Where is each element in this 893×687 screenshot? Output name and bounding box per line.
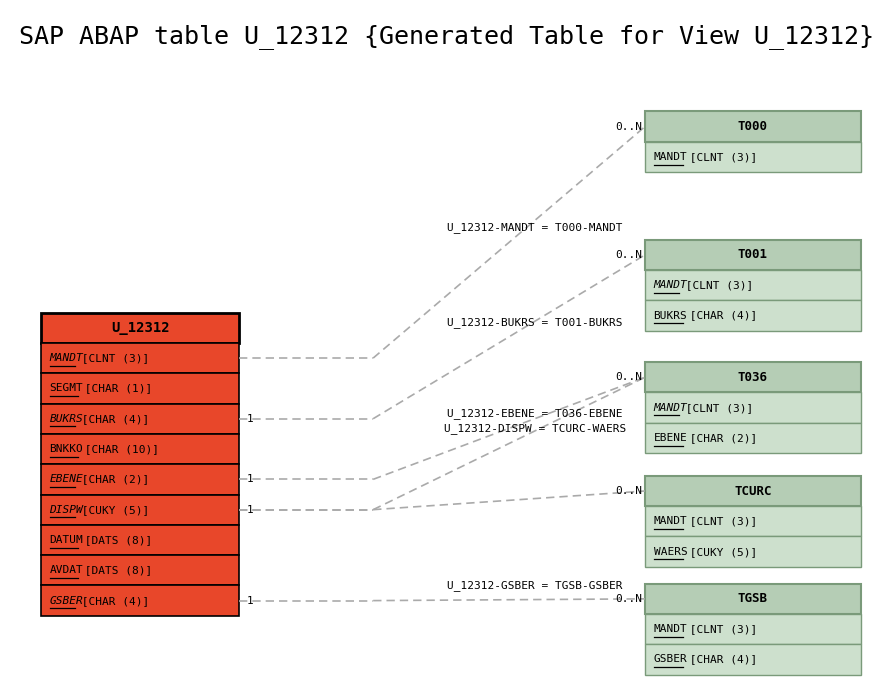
FancyBboxPatch shape	[645, 240, 861, 270]
Text: GSBER: GSBER	[49, 596, 83, 606]
FancyBboxPatch shape	[41, 525, 239, 555]
Text: MANDT: MANDT	[654, 517, 688, 526]
Text: DISPW: DISPW	[49, 505, 83, 515]
Text: [CHAR (4)]: [CHAR (4)]	[682, 655, 756, 664]
Text: [CHAR (4)]: [CHAR (4)]	[75, 414, 149, 424]
Text: 0..N: 0..N	[614, 372, 642, 383]
Text: [CLNT (3)]: [CLNT (3)]	[75, 353, 149, 363]
Text: SEGMT: SEGMT	[49, 383, 83, 394]
FancyBboxPatch shape	[645, 300, 861, 330]
Text: GSBER: GSBER	[654, 655, 688, 664]
FancyBboxPatch shape	[41, 373, 239, 403]
Text: U_12312-MANDT = T000-MANDT: U_12312-MANDT = T000-MANDT	[447, 223, 622, 234]
Text: [CUKY (5)]: [CUKY (5)]	[682, 547, 756, 556]
Text: EBENE: EBENE	[654, 433, 688, 443]
Text: 0..N: 0..N	[614, 250, 642, 260]
Text: 1: 1	[246, 414, 253, 424]
Text: 1: 1	[246, 505, 253, 515]
Text: [CLNT (3)]: [CLNT (3)]	[682, 517, 756, 526]
Text: [DATS (8)]: [DATS (8)]	[79, 565, 153, 575]
FancyBboxPatch shape	[645, 614, 861, 644]
FancyBboxPatch shape	[41, 555, 239, 585]
FancyBboxPatch shape	[645, 392, 861, 423]
FancyBboxPatch shape	[41, 585, 239, 616]
Text: MANDT: MANDT	[49, 353, 83, 363]
Text: T001: T001	[738, 249, 768, 261]
Text: 0..N: 0..N	[614, 486, 642, 496]
Text: BUKRS: BUKRS	[654, 311, 688, 321]
Text: MANDT: MANDT	[654, 152, 688, 162]
Text: MANDT: MANDT	[654, 403, 688, 413]
Text: TCURC: TCURC	[734, 484, 772, 497]
FancyBboxPatch shape	[41, 403, 239, 434]
FancyBboxPatch shape	[41, 495, 239, 525]
FancyBboxPatch shape	[41, 313, 239, 343]
Text: BNKKO: BNKKO	[49, 444, 83, 454]
Text: 0..N: 0..N	[614, 122, 642, 132]
Text: 1: 1	[246, 596, 253, 606]
Text: [CHAR (4)]: [CHAR (4)]	[75, 596, 149, 606]
Text: U_12312-DISPW = TCURC-WAERS: U_12312-DISPW = TCURC-WAERS	[444, 423, 626, 434]
FancyBboxPatch shape	[645, 362, 861, 392]
FancyBboxPatch shape	[645, 111, 861, 142]
FancyBboxPatch shape	[41, 464, 239, 495]
Text: [CLNT (3)]: [CLNT (3)]	[682, 152, 756, 162]
Text: [CHAR (2)]: [CHAR (2)]	[75, 474, 149, 484]
Text: T036: T036	[738, 371, 768, 384]
FancyBboxPatch shape	[645, 476, 861, 506]
Text: T000: T000	[738, 120, 768, 133]
Text: AVDAT: AVDAT	[49, 565, 83, 575]
FancyBboxPatch shape	[645, 644, 861, 675]
Text: EBENE: EBENE	[49, 474, 83, 484]
Text: [CHAR (4)]: [CHAR (4)]	[682, 311, 756, 321]
FancyBboxPatch shape	[41, 343, 239, 373]
Text: TGSB: TGSB	[738, 592, 768, 605]
Text: 1: 1	[246, 474, 253, 484]
Text: WAERS: WAERS	[654, 547, 688, 556]
FancyBboxPatch shape	[645, 142, 861, 172]
Text: [DATS (8)]: [DATS (8)]	[79, 535, 153, 545]
Text: [CLNT (3)]: [CLNT (3)]	[682, 624, 756, 634]
Text: U_12312: U_12312	[111, 321, 170, 335]
FancyBboxPatch shape	[41, 434, 239, 464]
Text: U_12312-GSBER = TGSB-GSBER: U_12312-GSBER = TGSB-GSBER	[447, 580, 622, 591]
Text: [CHAR (1)]: [CHAR (1)]	[79, 383, 153, 394]
FancyBboxPatch shape	[645, 584, 861, 614]
Text: [CLNT (3)]: [CLNT (3)]	[679, 403, 754, 413]
Text: [CLNT (3)]: [CLNT (3)]	[679, 280, 754, 290]
FancyBboxPatch shape	[645, 423, 861, 453]
Text: U_12312-EBENE = T036-EBENE: U_12312-EBENE = T036-EBENE	[447, 408, 622, 419]
FancyBboxPatch shape	[645, 270, 861, 300]
Text: U_12312-BUKRS = T001-BUKRS: U_12312-BUKRS = T001-BUKRS	[447, 317, 622, 328]
Text: [CUKY (5)]: [CUKY (5)]	[75, 505, 149, 515]
Text: [CHAR (2)]: [CHAR (2)]	[682, 433, 756, 443]
Text: DATUM: DATUM	[49, 535, 83, 545]
FancyBboxPatch shape	[645, 506, 861, 537]
Text: BUKRS: BUKRS	[49, 414, 83, 424]
Text: [CHAR (10)]: [CHAR (10)]	[79, 444, 160, 454]
FancyBboxPatch shape	[645, 537, 861, 567]
Text: MANDT: MANDT	[654, 280, 688, 290]
Text: MANDT: MANDT	[654, 624, 688, 634]
Text: SAP ABAP table U_12312 {Generated Table for View U_12312}: SAP ABAP table U_12312 {Generated Table …	[19, 24, 874, 49]
Text: 0..N: 0..N	[614, 594, 642, 604]
